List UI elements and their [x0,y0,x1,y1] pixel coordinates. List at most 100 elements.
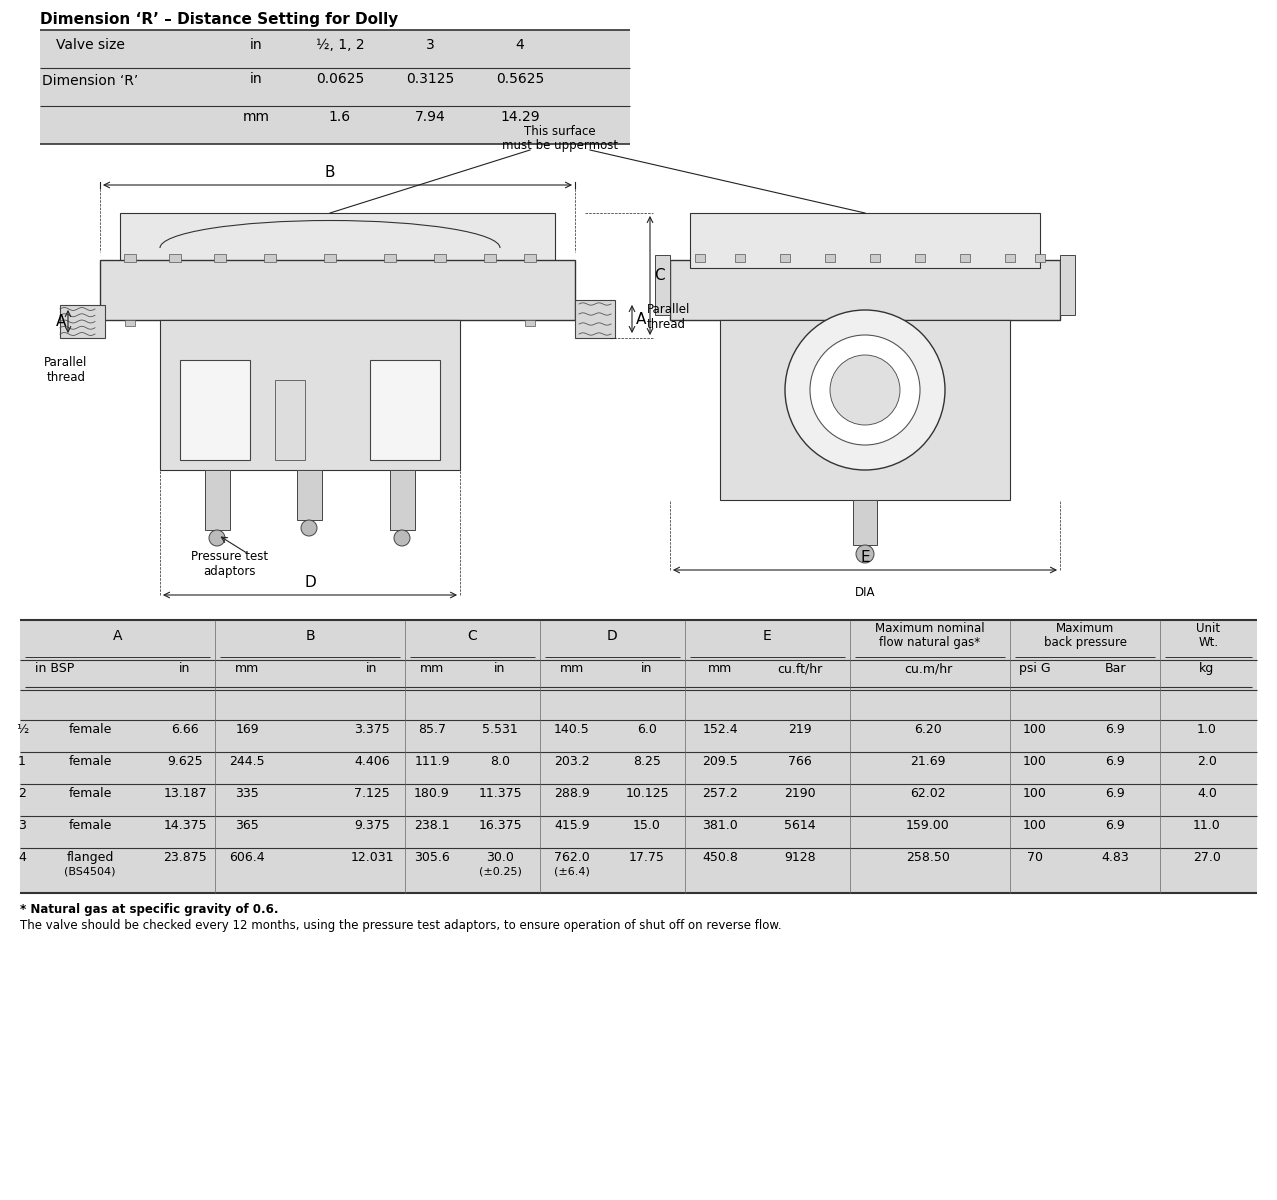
Bar [1060,254,1075,314]
Text: 27.0: 27.0 [1193,851,1221,864]
Bar [575,300,616,338]
Circle shape [395,530,410,546]
Circle shape [785,310,945,470]
Text: (±0.25): (±0.25) [479,866,521,876]
Text: 13.187: 13.187 [163,787,207,800]
Text: DIA: DIA [854,586,875,599]
Bar [60,305,105,338]
Text: 70: 70 [1027,851,1043,864]
Text: 305.6: 305.6 [414,851,450,864]
Text: mm: mm [707,662,732,674]
Text: Dimension ‘R’: Dimension ‘R’ [42,74,138,88]
Text: 111.9: 111.9 [414,755,450,768]
Text: ½, 1, 2: ½, 1, 2 [315,38,364,52]
Text: 606.4: 606.4 [229,851,264,864]
Text: 6.9: 6.9 [1105,722,1125,736]
Text: 6.0: 6.0 [637,722,656,736]
Bar [434,254,446,262]
Text: 8.25: 8.25 [633,755,661,768]
Bar [120,214,555,268]
Circle shape [301,520,317,536]
Text: 100: 100 [1023,755,1047,768]
Bar [916,254,925,262]
Text: 9.375: 9.375 [354,818,389,832]
Text: 244.5: 244.5 [229,755,264,768]
Text: E: E [764,629,771,643]
Text: 85.7: 85.7 [418,722,446,736]
Text: in BSP: in BSP [36,662,74,674]
Text: This surface: This surface [524,125,596,138]
Text: must be uppermost: must be uppermost [502,139,618,152]
Bar [180,360,250,460]
Text: 6.9: 6.9 [1105,818,1125,832]
Bar [870,254,880,262]
Text: 381.0: 381.0 [702,818,738,832]
Text: E: E [861,550,870,565]
Text: female: female [68,755,111,768]
Text: 12.031: 12.031 [350,851,393,864]
Bar [100,260,575,320]
Text: 209.5: 209.5 [702,755,738,768]
Text: Maximum nominal: Maximum nominal [875,622,985,635]
Text: cu.m/hr: cu.m/hr [904,662,953,674]
Text: kg: kg [1199,662,1214,674]
Text: Parallel
thread: Parallel thread [45,356,88,384]
Text: 257.2: 257.2 [702,787,738,800]
Text: Dimension ‘R’ – Distance Setting for Dolly: Dimension ‘R’ – Distance Setting for Dol… [40,12,398,26]
Bar [853,500,877,545]
Text: B: B [324,164,336,180]
Text: in: in [179,662,190,674]
Bar [160,320,460,470]
Text: in: in [494,662,506,674]
Text: C: C [654,269,664,283]
Text: 9128: 9128 [784,851,816,864]
Text: 140.5: 140.5 [554,722,590,736]
Bar [264,254,276,262]
Text: 15.0: 15.0 [633,818,661,832]
Text: A: A [56,314,66,330]
Bar [780,254,790,262]
Text: 4.406: 4.406 [354,755,389,768]
Text: 21.69: 21.69 [911,755,946,768]
Text: 1: 1 [18,755,26,768]
Text: The valve should be checked every 12 months, using the pressure test adaptors, t: The valve should be checked every 12 mon… [20,919,782,932]
Text: A: A [112,629,123,643]
Text: 4: 4 [18,851,26,864]
Bar [324,254,336,262]
Bar [825,254,835,262]
Bar [169,254,181,262]
Bar [524,254,536,262]
Text: 3.375: 3.375 [354,722,389,736]
Text: 62.02: 62.02 [911,787,946,800]
Text: 17.75: 17.75 [630,851,665,864]
Text: Unit: Unit [1197,622,1221,635]
Text: flanged: flanged [66,851,114,864]
Text: 219: 219 [788,722,812,736]
Text: D: D [304,575,315,590]
Text: A: A [636,312,646,326]
Text: Valve size: Valve size [56,38,124,52]
Bar [484,254,495,262]
Text: B: B [305,629,315,643]
Text: C: C [467,629,478,643]
Text: female: female [68,818,111,832]
Bar [384,254,396,262]
Text: 100: 100 [1023,787,1047,800]
Text: 5614: 5614 [784,818,816,832]
Text: 0.5625: 0.5625 [495,72,544,86]
Text: 11.375: 11.375 [478,787,522,800]
Bar [170,320,180,326]
Text: in: in [250,38,262,52]
Text: 762.0: 762.0 [554,851,590,864]
Bar [670,260,1060,320]
Bar [720,320,1010,500]
Bar [960,254,971,262]
Text: 450.8: 450.8 [702,851,738,864]
Text: female: female [68,787,111,800]
Text: 1.6: 1.6 [329,110,351,124]
Text: 6.9: 6.9 [1105,755,1125,768]
Bar [298,470,322,520]
Bar [1005,254,1015,262]
Text: 335: 335 [235,787,259,800]
Text: (±6.4): (±6.4) [554,866,590,876]
